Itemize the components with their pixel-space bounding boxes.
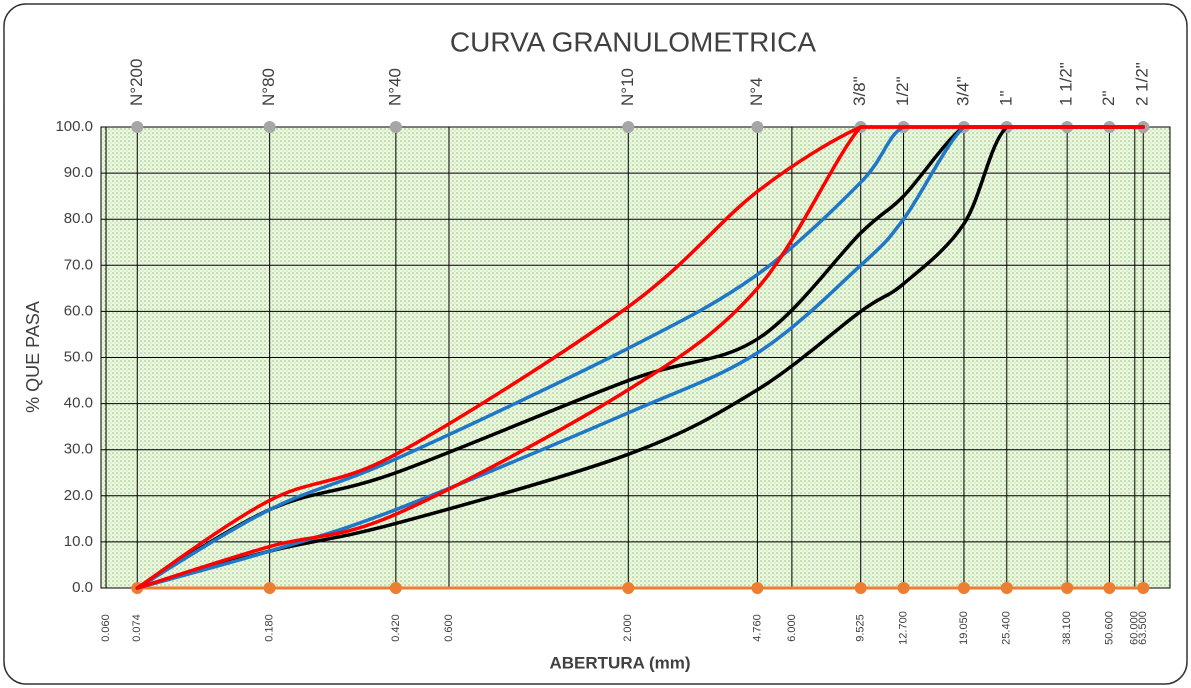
sieve-label: N°80 [259, 68, 278, 106]
x-tick-label: 0.600 [443, 614, 455, 642]
sieve-marker-top [751, 121, 764, 133]
x-tick-label: 0.074 [131, 614, 143, 642]
sieve-marker-bottom [622, 582, 635, 594]
y-tick-label: 10.0 [64, 533, 93, 550]
x-tick-label: 19.050 [958, 611, 970, 645]
sieve-label: N°40 [385, 68, 404, 106]
y-tick-label: 60.0 [64, 302, 93, 319]
sieve-label: N°10 [618, 68, 637, 106]
x-tick-label: 6.000 [786, 614, 798, 642]
y-tick-label: 50.0 [64, 348, 93, 365]
sieve-marker-bottom [389, 582, 402, 594]
sieve-marker-bottom [1061, 582, 1074, 594]
x-tick-label: 2.000 [622, 614, 634, 642]
x-tick-label: 12.700 [897, 611, 909, 645]
y-tick-label: 80.0 [64, 210, 93, 227]
sieve-label: 1" [996, 91, 1015, 107]
y-tick-label: 90.0 [64, 164, 93, 181]
x-tick-label: 25.400 [1001, 611, 1013, 645]
sieve-marker-bottom [1000, 582, 1013, 594]
x-tick-label: 38.100 [1061, 611, 1073, 645]
y-axis-label: % QUE PASA [23, 301, 43, 413]
x-tick-label: 50.600 [1103, 611, 1115, 645]
sieve-marker-top [263, 121, 276, 133]
y-tick-label: 40.0 [64, 395, 93, 412]
sieve-label: 3/8" [850, 76, 869, 106]
sieve-marker-bottom [897, 582, 910, 594]
sieve-label: N°4 [747, 77, 766, 106]
sieve-marker-bottom [751, 582, 764, 594]
y-tick-label: 20.0 [64, 487, 93, 504]
x-tick-label: 0.060 [100, 614, 112, 642]
sieve-marker-bottom [1137, 582, 1150, 594]
sieve-label: N°200 [127, 59, 146, 106]
y-tick-label: 30.0 [64, 441, 93, 458]
sieve-marker-top [131, 121, 144, 133]
sieve-label: 1/2" [893, 76, 912, 106]
y-tick-label: 100.0 [55, 118, 93, 135]
y-tick-label: 70.0 [64, 256, 93, 273]
sieve-label: 1 1/2" [1057, 62, 1076, 106]
sieve-marker-top [389, 121, 402, 133]
x-tick-label: 4.760 [751, 614, 763, 642]
x-tick-label: 0.180 [264, 614, 276, 642]
sieve-marker-bottom [1103, 582, 1116, 594]
sieve-label: 2" [1099, 91, 1118, 107]
sieve-marker-bottom [957, 582, 970, 594]
y-tick-label: 0.0 [72, 579, 93, 596]
x-axis-label: ABERTURA (mm) [549, 653, 690, 672]
x-tick-label: 63.500 [1137, 611, 1149, 645]
sieve-marker-top [622, 121, 635, 133]
sieve-label: 2 1/2" [1133, 62, 1152, 106]
series-line [135, 125, 1145, 590]
sieve-marker-bottom [263, 582, 276, 594]
chart-title: CURVA GRANULOMETRICA [450, 26, 816, 57]
x-tick-label: 0.420 [390, 614, 402, 642]
x-tick-label: 60.000 [1129, 611, 1141, 645]
sieve-marker-bottom [854, 582, 867, 594]
sieve-label: 3/4" [953, 76, 972, 106]
x-tick-label: 9.525 [855, 614, 867, 642]
